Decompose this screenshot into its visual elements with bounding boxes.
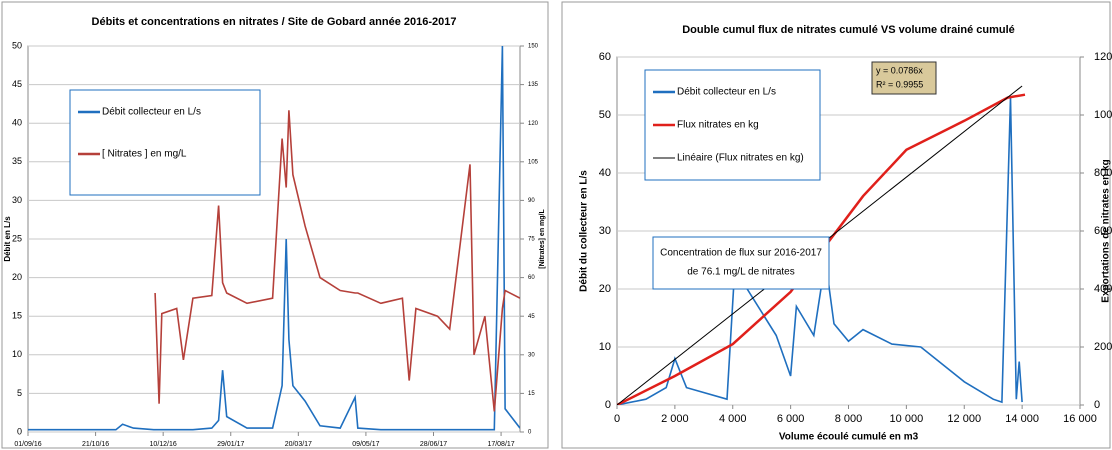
series-line (154, 110, 520, 412)
series-line (617, 93, 1026, 405)
x-tick-label: 21/10/16 (82, 441, 109, 448)
y2-tick-label: 30 (528, 352, 535, 358)
y-tick-label: 25 (12, 233, 22, 243)
trend-label: R² = 0.9955 (876, 79, 923, 89)
y2-tick-label: 90 (528, 198, 535, 204)
x-tick-label: 09/05/17 (352, 441, 379, 448)
y-tick-label: 15 (12, 311, 22, 321)
legend-label: Flux nitrates en kg (677, 120, 759, 131)
y2-tick-label: 800 (1094, 167, 1112, 179)
y-tick-label: 50 (599, 109, 611, 121)
y-tick-label: 10 (12, 349, 22, 359)
x-tick-label: 20/03/17 (285, 441, 312, 448)
legend-label: Linéaire (Flux nitrates en kg) (677, 153, 804, 164)
x-tick-label: 4 000 (719, 413, 747, 425)
trend-label: y = 0.0786x (876, 65, 923, 75)
y2-tick-label: 45 (528, 314, 535, 320)
panel-right (561, 1, 1111, 449)
y2-tick-label: 15 (528, 391, 535, 397)
annotation-text: Concentration de flux sur 2016-2017 (660, 248, 822, 259)
x-tick-label: 29/01/17 (217, 441, 244, 448)
y-axis-label: Débit du collecteur en L/s (579, 170, 590, 292)
series-line (28, 45, 520, 431)
x-tick-label: 14 000 (1005, 413, 1039, 425)
legend-label: Débit collecteur en L/s (677, 87, 776, 98)
y2-axis-label: Exportations de nitrates en kg (1101, 159, 1112, 302)
y-tick-label: 0 (17, 426, 22, 436)
y2-tick-label: 75 (528, 237, 535, 243)
y-tick-label: 30 (599, 225, 611, 237)
y2-tick-label: 120 (528, 121, 539, 127)
x-tick-label: 01/09/16 (14, 441, 41, 448)
y2-tick-label: 135 (528, 82, 539, 88)
y-tick-label: 60 (599, 51, 611, 63)
annotation-box (652, 236, 830, 290)
y-tick-label: 5 (17, 388, 22, 398)
y-tick-label: 35 (12, 156, 22, 166)
y2-tick-label: 600 (1094, 225, 1112, 237)
annotation-text: de 76.1 mg/L de nitrates (687, 267, 794, 278)
x-tick-label: 6 000 (777, 413, 805, 425)
chart-title: Débits et concentrations en nitrates / S… (92, 16, 457, 28)
y2-tick-label: 150 (528, 44, 539, 50)
y2-tick-label: 400 (1094, 283, 1112, 295)
y2-tick-label: 60 (528, 275, 535, 281)
y-tick-label: 40 (599, 167, 611, 179)
x-tick-label: 12 000 (947, 413, 981, 425)
x-tick-label: 10 000 (890, 413, 924, 425)
x-tick-label: 16 000 (1063, 413, 1097, 425)
y2-tick-label: 200 (1094, 341, 1112, 353)
y-tick-label: 50 (12, 40, 22, 50)
y-tick-label: 20 (599, 283, 611, 295)
chart-title: Double cumul flux de nitrates cumulé VS … (682, 24, 1015, 36)
legend-box (69, 89, 261, 196)
x-tick-label: 10/12/16 (150, 441, 177, 448)
y-tick-label: 10 (599, 341, 611, 353)
y-tick-label: 30 (12, 195, 22, 205)
y2-axis-label: [Nitrates] en mg/L (539, 209, 546, 269)
y2-tick-label: 0 (1094, 399, 1100, 411)
y-tick-label: 45 (12, 79, 22, 89)
x-tick-label: 2 000 (661, 413, 689, 425)
x-tick-label: 17/08/17 (487, 441, 514, 448)
y-tick-label: 0 (605, 399, 611, 411)
y2-tick-label: 105 (528, 159, 539, 165)
y-tick-label: 20 (12, 272, 22, 282)
y-tick-label: 40 (12, 118, 22, 128)
x-tick-label: 28/06/17 (420, 441, 447, 448)
y2-tick-label: 0 (528, 430, 532, 436)
x-tick-label: 8 000 (835, 413, 863, 425)
x-tick-label: 0 (614, 413, 620, 425)
panel-left (1, 1, 549, 449)
x-axis-label: Volume écoulé cumulé en m3 (779, 432, 919, 443)
trend-label-box (871, 61, 937, 95)
legend-label: Débit collecteur en L/s (102, 107, 201, 118)
legend-label: [ Nitrates ] en mg/L (102, 149, 187, 160)
y-axis-label: Débit en L/s (3, 216, 12, 262)
